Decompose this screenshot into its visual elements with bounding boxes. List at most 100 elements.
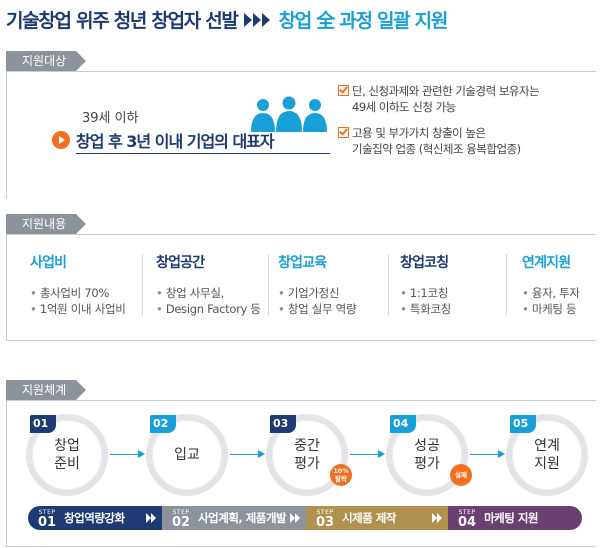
column-head: 창업교육 [278,255,327,271]
support-column-linkage: 연계지원 융자, 투자 마케팅 등 [522,252,600,317]
page-title-row: 기술창업 위주 청년 창업자 선발 창업 全 과정 일괄 지원 [6,6,449,33]
column-divider [388,254,389,316]
condition-line: 단, 신청과제와 관련한 기술경력 보유자는 [352,84,540,98]
column-item: 창업 실무 역량 [278,301,398,317]
ceo-eligibility-text: 창업 후 3년 이내 기업의 대표자 [76,132,275,151]
section-left-border [6,71,7,199]
step-tag-number: 02 [172,515,191,530]
step-label: 평가 [294,456,320,472]
page-subtitle: 창업 全 과정 일괄 지원 [278,10,449,32]
section-tag-system: 지원체계 [6,380,87,400]
support-column-coaching: 창업코칭 1:1코칭 특화코칭 [400,252,520,317]
section-divider [6,340,596,341]
step-label: 지원 [534,456,560,472]
stepbar-label: 시제품 제작 [342,511,396,525]
step-number: 05 [510,415,536,433]
step-word: STEP [316,509,334,516]
step-label: 중간 [294,438,320,454]
step-label: 창업 [54,438,80,454]
column-item: 융자, 투자 [522,285,600,301]
column-head: 연계지원 [522,255,571,271]
step-tag: STEP 03 [316,508,335,530]
chevron-right-icon [432,513,442,523]
failure-badge: 실패 [450,464,472,486]
section-divider [6,546,596,547]
column-head: 사업비 [30,255,67,271]
flow-arrow-icon [110,450,145,458]
column-item: 마케팅 등 [522,301,600,317]
condition-line: 기술집약 업종 (혁신제조 융복합업종) [352,142,521,156]
ceo-underline [76,153,330,154]
arrow-circle-icon [52,131,70,149]
checkbox-icon [338,85,349,96]
stepbar: STEP 03 시제품 제작 [306,506,448,530]
chevron-right-icon [290,513,300,523]
step-label: 성공 [414,438,440,454]
stepbar: STEP 01 창업역량강화 [28,506,162,530]
column-item: 총사업비 70% [30,285,150,301]
condition-item: 고용 및 부가가치 창출이 높은 기술집약 업종 (혁신제조 융복합업종) [338,125,521,157]
column-item: 1억원 이내 사업비 [30,301,150,317]
stepbar-label: 마케팅 지원 [484,511,538,525]
page-title: 기술창업 위주 청년 창업자 선발 [6,10,239,32]
step-word: STEP [458,509,476,516]
step-tag-number: 03 [316,515,335,530]
section-divider [6,234,596,235]
section-divider [6,71,596,72]
step-tag: STEP 01 [38,508,57,530]
column-item: 창업 사무실, [156,285,276,301]
flow-arrow-icon [230,450,265,458]
stepbar-label: 창업역량강화 [64,511,125,525]
step-word: STEP [38,509,56,516]
column-divider [506,254,507,316]
condition-item: 단, 신청과제와 관련한 기술경력 보유자는 49세 이하도 신청 가능 [338,83,540,115]
section-left-border [6,234,7,340]
stepbar: STEP 04 마케팅 지원 [448,506,582,530]
section-left-border [6,400,7,546]
step-label: 입교 [174,447,200,463]
step-label: 준비 [54,456,80,472]
people-icon [251,96,327,132]
step-number: 01 [30,415,56,433]
chevron-right-icon [146,513,156,523]
step-word: STEP [172,509,190,516]
step-number: 04 [390,415,416,433]
column-item: 1:1코칭 [400,285,520,301]
step-tag-number: 01 [38,515,57,530]
age-label: 39세 이하 [82,111,139,126]
stepbar: STEP 02 사업계획, 제품개발 [162,506,306,530]
step-label: 연계 [534,438,560,454]
support-column-space: 창업공간 창업 사무실, Design Factory 등 [156,252,276,317]
column-divider [142,254,143,316]
checkbox-icon [338,127,349,138]
section-divider [6,400,596,401]
section-tag-target: 지원대상 [6,51,87,71]
column-item: 특화코칭 [400,301,520,317]
step-circle: 입교 [146,414,228,496]
flow-arrow-icon [350,450,385,458]
step-tag: STEP 04 [458,508,477,530]
condition-line: 고용 및 부가가치 창출이 높은 [352,126,486,140]
step-tag: STEP 02 [172,508,191,530]
column-head: 창업공간 [156,255,205,271]
step-tag-number: 04 [458,515,477,530]
column-head: 창업코칭 [400,255,449,271]
support-column-education: 창업교육 기업가정신 창업 실무 역량 [278,252,398,317]
column-item: 기업가정신 [278,285,398,301]
support-column-budget: 사업비 총사업비 70% 1억원 이내 사업비 [30,252,150,317]
step-label: 평가 [414,456,440,472]
triple-arrow-icon [243,12,271,27]
step-number: 03 [270,415,296,433]
badge-text: 탈락 [335,475,347,483]
step-number: 02 [150,415,176,433]
dropout-badge: 10% 탈락 [330,464,352,486]
stepbar-label: 사업계획, 제품개발 [198,511,287,525]
badge-text: 10% [333,467,349,475]
section-tag-content: 지원내용 [6,214,87,234]
ceo-eligibility: 창업 후 3년 이내 기업의 대표자 [52,128,275,152]
flow-arrow-icon [470,450,505,458]
column-divider [268,254,269,316]
condition-line: 49세 이하도 신청 가능 [352,100,456,114]
